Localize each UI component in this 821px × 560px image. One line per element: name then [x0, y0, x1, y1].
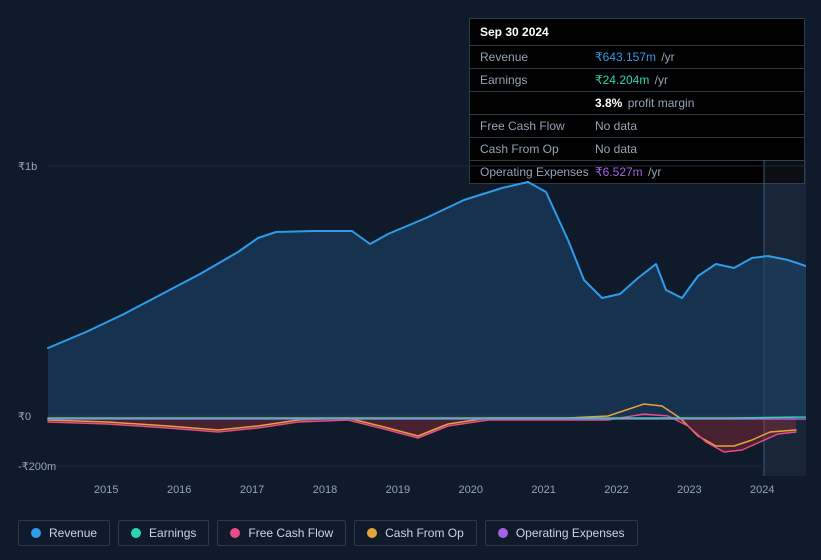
legend-label: Free Cash Flow	[248, 526, 333, 540]
legend-item[interactable]: Earnings	[118, 520, 209, 546]
tooltip-row: Cash From OpNo data	[470, 138, 804, 161]
legend-swatch-icon	[367, 528, 377, 538]
x-axis-label: 2020	[458, 484, 482, 496]
chart-svg	[18, 160, 806, 476]
x-axis-label: 2024	[750, 484, 774, 496]
x-axis-label: 2015	[94, 484, 118, 496]
legend-label: Cash From Op	[385, 526, 464, 540]
x-axis-label: 2017	[240, 484, 264, 496]
tooltip-row: Revenue₹643.157m /yr	[470, 46, 804, 69]
tooltip-value: No data	[595, 119, 794, 133]
legend-swatch-icon	[31, 528, 41, 538]
legend-swatch-icon	[230, 528, 240, 538]
tooltip-row: Free Cash FlowNo data	[470, 115, 804, 138]
tooltip-label: Earnings	[480, 73, 595, 87]
x-axis-label: 2018	[313, 484, 337, 496]
x-axis-label: 2022	[604, 484, 628, 496]
x-axis-label: 2023	[677, 484, 701, 496]
y-axis-label: ₹1b	[18, 160, 37, 173]
legend-item[interactable]: Revenue	[18, 520, 110, 546]
legend-swatch-icon	[498, 528, 508, 538]
legend-item[interactable]: Operating Expenses	[485, 520, 638, 546]
tooltip-label: Cash From Op	[480, 142, 595, 156]
tooltip-date: Sep 30 2024	[470, 19, 804, 46]
financials-chart	[18, 160, 806, 476]
tooltip-value: ₹643.157m /yr	[595, 50, 794, 64]
legend-label: Revenue	[49, 526, 97, 540]
tooltip-label: Free Cash Flow	[480, 119, 595, 133]
y-axis-label: ₹0	[18, 410, 31, 423]
legend-label: Earnings	[149, 526, 196, 540]
x-axis-label: 2016	[167, 484, 191, 496]
x-axis-label: 2021	[531, 484, 555, 496]
legend-item[interactable]: Free Cash Flow	[217, 520, 346, 546]
x-axis-label: 2019	[386, 484, 410, 496]
legend-item[interactable]: Cash From Op	[354, 520, 477, 546]
tooltip-value: ₹24.204m /yr	[595, 73, 794, 87]
tooltip-row: 3.8% profit margin	[470, 92, 804, 115]
tooltip-label	[480, 96, 595, 110]
y-axis-label: -₹200m	[18, 460, 56, 473]
legend-swatch-icon	[131, 528, 141, 538]
tooltip-value: No data	[595, 142, 794, 156]
legend-label: Operating Expenses	[516, 526, 625, 540]
chart-legend: Revenue Earnings Free Cash Flow Cash From O…	[18, 520, 638, 546]
tooltip-value: 3.8% profit margin	[595, 96, 794, 110]
tooltip-row: Earnings₹24.204m /yr	[470, 69, 804, 92]
tooltip-label: Revenue	[480, 50, 595, 64]
